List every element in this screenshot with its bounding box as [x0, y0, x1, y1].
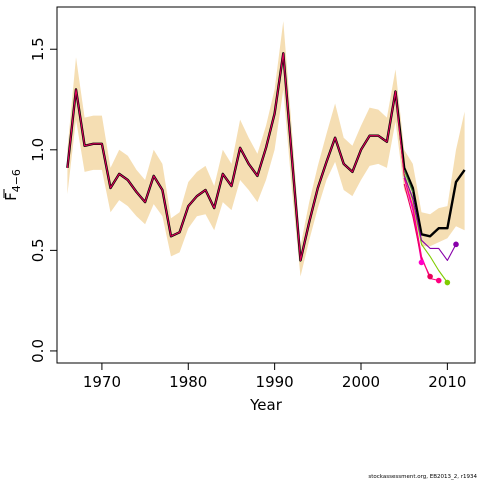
y-tick-label-1: 0.5: [29, 238, 47, 262]
series-layer: [66, 52, 466, 283]
series-endpoint-5: [435, 277, 442, 284]
y-tick-label-2: 1.0: [29, 138, 47, 162]
y-axis-title: F4−6: [2, 169, 23, 201]
x-tick-label-1990: 1990: [256, 373, 294, 391]
series-line-8: [66, 52, 405, 261]
y-tick-label-0: 0.0: [29, 339, 47, 363]
series-endpoint-7: [453, 241, 459, 248]
series-line-5: [403, 177, 439, 282]
x-axis-title: Year: [249, 396, 283, 414]
svg-text:F4−6: F4−6: [2, 169, 23, 201]
y-axis-title-subscript: 4−6: [10, 169, 23, 192]
series-endpoint-4: [427, 273, 433, 280]
x-tick-label-2010: 2010: [428, 373, 466, 391]
credit-text: stockassessment.org, EB2013_2, r1934: [368, 474, 477, 480]
endpoint-markers-layer: [418, 241, 459, 286]
x-axis: 1970 1980 1990 2000 2010: [83, 362, 466, 391]
x-tick-label-2000: 2000: [342, 373, 380, 391]
series-endpoint-6: [444, 279, 451, 286]
y-axis: 0.0 0.5 1.0 1.5: [29, 37, 58, 363]
series-line-2: [403, 169, 414, 193]
series-line-7: [403, 175, 457, 261]
y-tick-label-3: 1.5: [29, 37, 47, 61]
series-endpoint-3: [418, 259, 425, 266]
x-tick-label-1970: 1970: [83, 373, 121, 391]
x-tick-label-1980: 1980: [169, 373, 207, 391]
y-axis-title-main: F: [2, 192, 20, 201]
